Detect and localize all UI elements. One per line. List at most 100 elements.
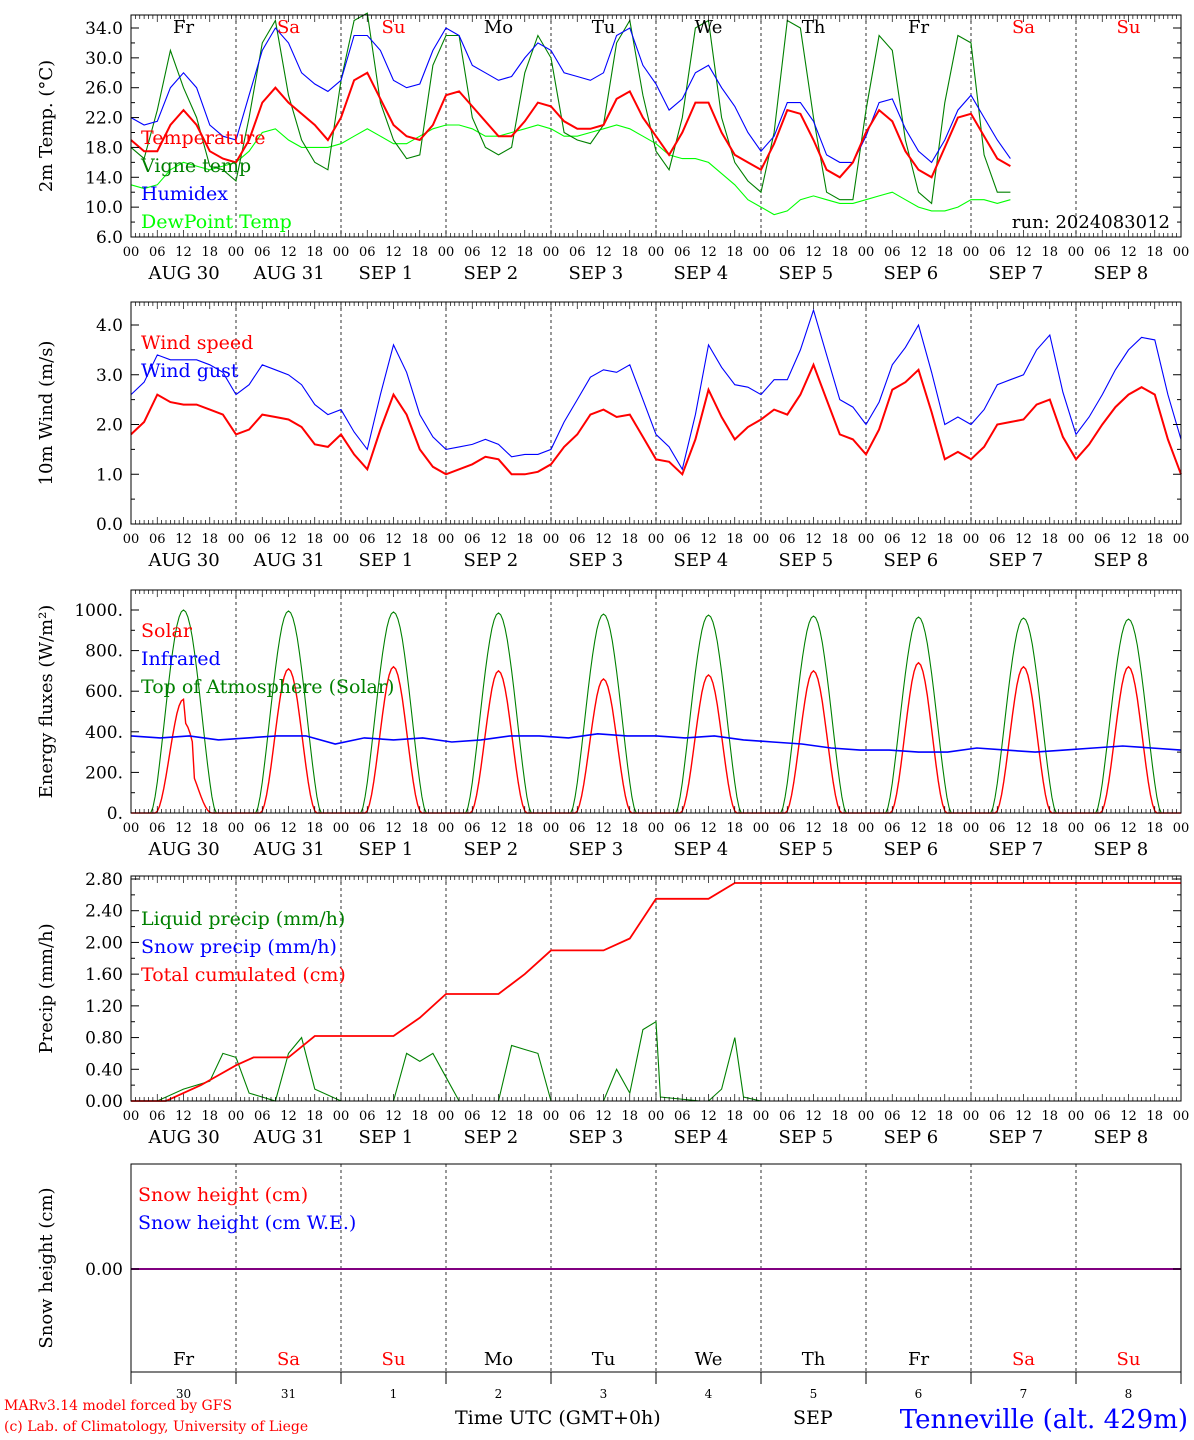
hour-tick-label: 06 [254, 245, 271, 260]
hour-tick-label: 18 [1041, 1109, 1058, 1124]
series-line-toa [656, 614, 761, 814]
hour-tick-label: 12 [1015, 532, 1032, 547]
y-tick-label: 1.20 [85, 997, 123, 1017]
date-label: SEP 6 [884, 550, 939, 571]
hour-tick-label: 18 [831, 821, 848, 836]
hour-tick-label: 12 [595, 532, 612, 547]
hour-tick-label: 06 [569, 1109, 586, 1124]
hour-tick-label: 06 [674, 532, 691, 547]
date-label: SEP 3 [569, 550, 624, 571]
hour-tick-label: 06 [359, 532, 376, 547]
date-label: SEP 4 [674, 550, 729, 571]
hour-tick-label: 12 [280, 1109, 297, 1124]
date-label: AUG 31 [253, 839, 325, 860]
hour-tick-label: 06 [674, 1109, 691, 1124]
hour-tick-label: 00 [438, 532, 455, 547]
bottom-day-name: Sa [277, 1349, 300, 1370]
hour-tick-label: 00 [438, 1109, 455, 1124]
hour-tick-label: 06 [1094, 245, 1111, 260]
hour-tick-label: 00 [333, 1109, 350, 1124]
hour-tick-label: 12 [175, 1109, 192, 1124]
day-name: Fr [173, 17, 194, 38]
hour-tick-label: 12 [1120, 245, 1137, 260]
hour-tick-label: 00 [963, 532, 980, 547]
series-line-toa [446, 612, 551, 814]
hour-tick-label: 12 [595, 245, 612, 260]
bottom-day-number: 4 [705, 1387, 713, 1401]
bottom-day-name: Su [382, 1349, 406, 1370]
hour-tick-label: 00 [858, 821, 875, 836]
hour-tick-label: 12 [700, 821, 717, 836]
hour-tick-label: 12 [700, 245, 717, 260]
hour-tick-label: 18 [306, 1109, 323, 1124]
legend-entry: Liquid precip (mm/h) [141, 908, 345, 930]
hour-tick-label: 06 [884, 1109, 901, 1124]
hour-tick-label: 12 [910, 1109, 927, 1124]
hour-tick-label: 00 [123, 532, 140, 547]
series-line-wind-gust [130, 308, 1182, 471]
hour-tick-label: 18 [726, 245, 743, 260]
hour-tick-label: 06 [149, 245, 166, 260]
hour-tick-label: 06 [464, 245, 481, 260]
hour-tick-label: 06 [464, 532, 481, 547]
legend-entry: Vigne temp [140, 155, 251, 177]
legend-entry: Top of Atmosphere (Solar) [141, 676, 394, 698]
hour-tick-label: 00 [123, 245, 140, 260]
legend-entry: Wind speed [141, 332, 253, 354]
date-label: AUG 31 [253, 1127, 325, 1148]
date-label: SEP 6 [884, 263, 939, 284]
hour-tick-label: 00 [438, 821, 455, 836]
hour-tick-label: 00 [228, 1109, 245, 1124]
y-tick-label: 2.0 [96, 416, 123, 436]
hour-tick-label: 18 [201, 532, 218, 547]
date-label: SEP 8 [1094, 1127, 1149, 1148]
hour-tick-label: 18 [1041, 532, 1058, 547]
hour-tick-label: 18 [516, 821, 533, 836]
bottom-day-name: Su [1117, 1349, 1141, 1370]
hour-tick-label: 00 [123, 821, 140, 836]
hour-tick-label: 00 [858, 532, 875, 547]
hour-tick-label: 18 [201, 821, 218, 836]
hour-tick-label: 06 [149, 532, 166, 547]
y-axis-label: Snow height (cm) [36, 1187, 57, 1348]
legend-entry: Wind gust [141, 360, 239, 382]
series-line-solar [866, 661, 971, 814]
date-label: SEP 6 [884, 839, 939, 860]
series-line-toa [761, 615, 866, 814]
hour-tick-label: 06 [569, 245, 586, 260]
series-line-infrared [130, 732, 1182, 753]
hour-tick-label: 18 [1041, 821, 1058, 836]
y-tick-label: 26.0 [85, 79, 123, 99]
day-name: Sa [277, 17, 300, 38]
y-axis-label: 2m Temp. (°C) [36, 60, 57, 192]
hour-tick-label: 18 [621, 821, 638, 836]
hour-tick-label: 06 [254, 532, 271, 547]
date-label: SEP 4 [674, 1127, 729, 1148]
hour-tick-label: 06 [779, 1109, 796, 1124]
hour-tick-label: 18 [306, 532, 323, 547]
y-tick-label: 800. [85, 642, 123, 662]
hour-tick-label: 18 [621, 245, 638, 260]
legend-entry: Snow height (cm W.E.) [138, 1212, 356, 1234]
hour-tick-label: 06 [989, 245, 1006, 260]
date-label: SEP 7 [989, 263, 1044, 284]
hour-tick-label: 00 [543, 532, 560, 547]
hour-tick-label: 06 [359, 821, 376, 836]
hour-tick-label: 18 [726, 1109, 743, 1124]
bottom-day-name: Sa [1012, 1349, 1035, 1370]
hour-tick-label: 06 [254, 821, 271, 836]
hour-tick-label: 06 [569, 821, 586, 836]
hour-tick-label: 06 [359, 1109, 376, 1124]
hour-tick-label: 00 [1068, 532, 1085, 547]
hour-tick-label: 00 [648, 245, 665, 260]
y-tick-label: 34.0 [85, 19, 123, 39]
hour-tick-label: 00 [963, 821, 980, 836]
hour-tick-label: 12 [1120, 821, 1137, 836]
y-tick-label: 22.0 [85, 109, 123, 129]
hour-tick-label: 06 [674, 821, 691, 836]
hour-tick-label: 00 [333, 532, 350, 547]
hour-tick-label: 18 [516, 532, 533, 547]
date-label: SEP 2 [464, 839, 519, 860]
legend-entry: Humidex [141, 183, 228, 205]
y-tick-label: 18.0 [85, 138, 123, 158]
